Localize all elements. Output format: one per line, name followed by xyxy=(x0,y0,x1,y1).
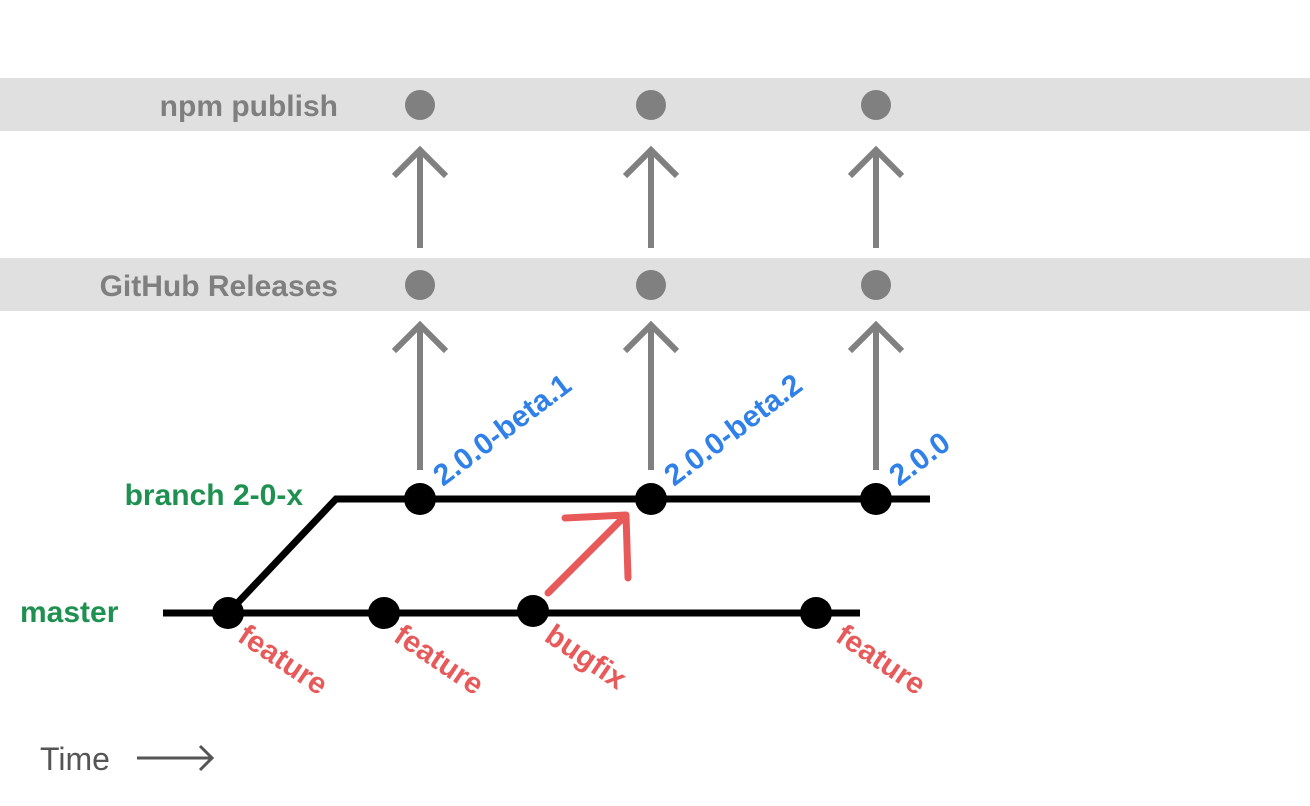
commit-label: feature xyxy=(388,618,489,701)
npm-dot xyxy=(636,90,666,120)
github-dot xyxy=(405,270,435,300)
arrow-up-icon xyxy=(391,145,449,248)
commit-dot xyxy=(517,595,549,627)
github-releases-label: GitHub Releases xyxy=(100,270,338,303)
master-branch-label: master xyxy=(20,596,119,629)
npm-dot xyxy=(861,90,891,120)
release-branch-label: branch 2-0-x xyxy=(125,479,304,512)
cherry-pick-arrow-icon xyxy=(544,511,632,597)
release-branch-line xyxy=(225,495,930,616)
time-label: Time xyxy=(40,741,110,777)
publish-arrows xyxy=(391,145,905,470)
arrow-up-icon xyxy=(391,320,449,470)
commit-dot xyxy=(404,483,436,515)
release-commits xyxy=(404,483,892,515)
npm-dot xyxy=(405,90,435,120)
arrow-up-icon xyxy=(847,145,905,248)
arrow-up-icon xyxy=(622,145,680,248)
tag-label: 2.0.0 xyxy=(883,426,956,493)
github-dot xyxy=(861,270,891,300)
commit-label: feature xyxy=(830,618,931,701)
commit-dot xyxy=(212,597,244,629)
commit-label: feature xyxy=(232,618,333,701)
commit-dot xyxy=(368,597,400,629)
arrow-right-icon xyxy=(137,744,215,772)
npm-publish-label: npm publish xyxy=(160,90,338,123)
npm-dots xyxy=(405,90,891,120)
arrow-up-icon xyxy=(622,320,680,470)
github-dot xyxy=(636,270,666,300)
master-commits xyxy=(212,595,832,629)
tag-label: 2.0.0-beta.2 xyxy=(658,368,808,493)
arrow-up-icon xyxy=(847,320,905,470)
commit-dot xyxy=(635,483,667,515)
commit-dot xyxy=(860,483,892,515)
github-dots xyxy=(405,270,891,300)
tag-label: 2.0.0-beta.1 xyxy=(427,368,577,493)
commit-dot xyxy=(800,597,832,629)
commit-label: bugfix xyxy=(539,618,632,696)
